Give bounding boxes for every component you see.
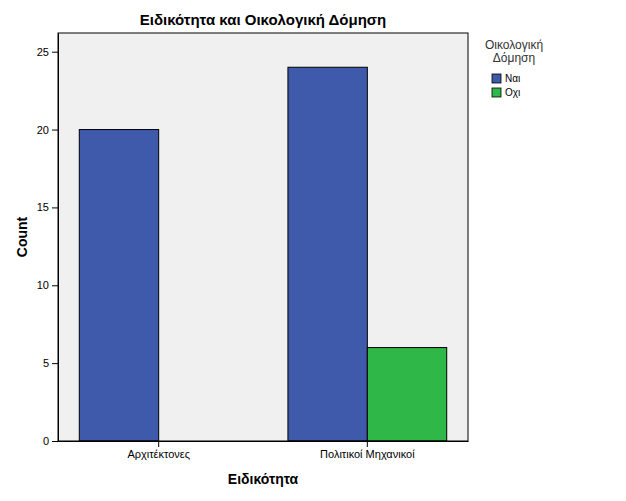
y-tick-label: 5 <box>43 357 49 369</box>
y-tick: 20 <box>37 124 58 136</box>
x-axis-title: Ειδικότητα <box>228 471 299 487</box>
chart: 0 5 10 15 20 25 Αρχιτέκτονες Πολιτικοί Μηχανικο… <box>0 0 626 501</box>
legend-swatch <box>492 74 501 83</box>
plot-frame <box>58 33 468 441</box>
y-tick-label: 20 <box>37 124 49 136</box>
y-tick-label: 0 <box>43 435 49 447</box>
y-tick-mark <box>52 52 58 53</box>
y-tick: 25 <box>37 46 58 58</box>
plot-background <box>58 33 468 441</box>
legend-label: Οχι <box>505 87 520 98</box>
legend-title-line: Οικολογική <box>485 38 543 52</box>
y-axis-line <box>58 34 59 442</box>
y-axis-title: Count <box>14 216 30 257</box>
bar <box>79 130 158 441</box>
x-tick: Αρχιτέκτονες <box>127 441 190 460</box>
y-tick: 15 <box>37 201 58 213</box>
y-tick: 10 <box>37 279 58 291</box>
y-tick: 5 <box>43 357 58 369</box>
y-tick-label: 15 <box>37 201 49 213</box>
x-tick-mark <box>367 441 368 447</box>
bar <box>367 348 446 441</box>
legend-title: ΟικολογικήΔόμηση <box>485 38 543 65</box>
x-tick-mark <box>158 441 159 447</box>
y-tick: 0 <box>43 435 58 447</box>
y-axis: 0 5 10 15 20 25 <box>37 34 59 448</box>
y-tick-mark <box>52 363 58 364</box>
y-tick-mark <box>52 130 58 131</box>
x-axis: Αρχιτέκτονες Πολιτικοί Μηχανικοί <box>59 441 469 460</box>
x-tick-label: Αρχιτέκτονες <box>127 448 190 460</box>
legend: ΟικολογικήΔόμηση Ναι Οχι <box>485 38 543 98</box>
bar <box>288 67 367 441</box>
legend-title-line: Δόμηση <box>493 51 535 65</box>
bars <box>79 67 446 441</box>
x-axis-line <box>59 441 469 442</box>
x-tick: Πολιτικοί Μηχανικοί <box>320 441 415 460</box>
title: Ειδικότητα και Οικολογική Δόμηση <box>140 11 387 28</box>
y-tick-mark <box>52 441 58 442</box>
x-tick-label: Πολιτικοί Μηχανικοί <box>320 448 415 460</box>
legend-label: Ναι <box>505 73 520 84</box>
y-tick-mark <box>52 207 58 208</box>
y-tick-mark <box>52 285 58 286</box>
y-tick-label: 10 <box>37 279 49 291</box>
legend-swatch <box>492 88 501 97</box>
y-tick-label: 25 <box>37 46 49 58</box>
